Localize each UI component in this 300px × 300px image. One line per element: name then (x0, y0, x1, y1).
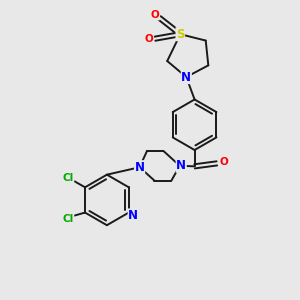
Text: N: N (176, 159, 186, 172)
Text: N: N (181, 70, 191, 84)
Text: Cl: Cl (62, 173, 74, 183)
Text: Cl: Cl (62, 214, 74, 224)
Text: N: N (128, 209, 138, 222)
Text: O: O (151, 10, 159, 20)
Text: O: O (145, 34, 154, 44)
Text: O: O (219, 157, 228, 167)
Text: S: S (176, 28, 184, 41)
Text: N: N (135, 161, 145, 174)
